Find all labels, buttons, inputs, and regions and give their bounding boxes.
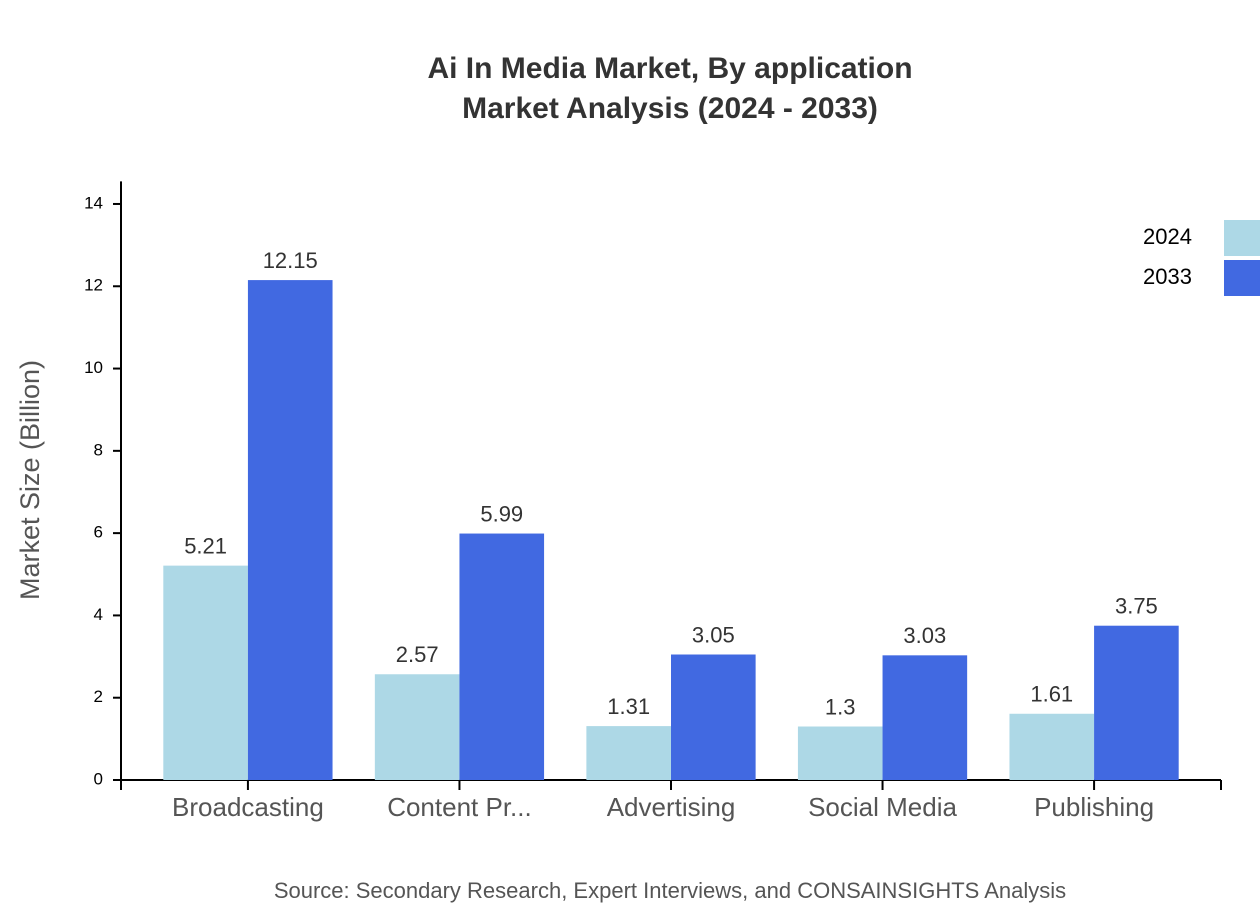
y-tick-label: 10 — [84, 358, 103, 377]
value-label: 2.57 — [396, 642, 439, 667]
value-label: 12.15 — [263, 248, 318, 273]
bar — [374, 674, 460, 780]
legend-label: 2033 — [1143, 264, 1192, 289]
bar — [882, 655, 968, 780]
legend-swatch — [1224, 260, 1260, 296]
chart-title: Ai In Media Market, By application — [427, 52, 912, 85]
value-label: 3.75 — [1115, 594, 1158, 619]
x-tick-label: Social Media — [808, 792, 957, 822]
y-tick-label: 12 — [84, 276, 103, 295]
y-axis-label: Market Size (Billion) — [15, 360, 45, 600]
y-tick-label: 0 — [94, 769, 103, 788]
value-label: 1.3 — [825, 694, 856, 719]
value-label: 1.61 — [1030, 682, 1073, 707]
legend-label: 2024 — [1143, 224, 1192, 249]
value-label: 5.21 — [184, 533, 227, 558]
y-tick-label: 6 — [94, 523, 103, 542]
x-tick-label: Content Pr... — [387, 792, 532, 822]
value-label: 3.03 — [903, 623, 946, 648]
value-label: 1.31 — [607, 694, 650, 719]
bar — [671, 654, 756, 780]
bar — [1094, 625, 1179, 780]
value-label: 5.99 — [480, 501, 523, 526]
bar — [1009, 713, 1095, 780]
x-tick-label: Broadcasting — [172, 792, 324, 822]
x-tick-label: Publishing — [1034, 792, 1154, 822]
source-note: Source: Secondary Research, Expert Inter… — [274, 878, 1066, 903]
y-tick-label: 8 — [94, 440, 103, 459]
bar — [163, 565, 248, 780]
x-tick-label: Advertising — [607, 792, 736, 822]
chart-subtitle: Market Analysis (2024 - 2033) — [462, 92, 878, 125]
bar — [586, 726, 671, 780]
bar — [459, 533, 545, 780]
y-tick-label: 2 — [94, 687, 103, 706]
y-tick-label: 4 — [94, 605, 103, 624]
bar — [247, 280, 333, 780]
y-tick-label: 14 — [84, 193, 103, 212]
bar — [797, 726, 883, 780]
legend-swatch — [1224, 220, 1260, 256]
value-label: 3.05 — [692, 622, 735, 647]
